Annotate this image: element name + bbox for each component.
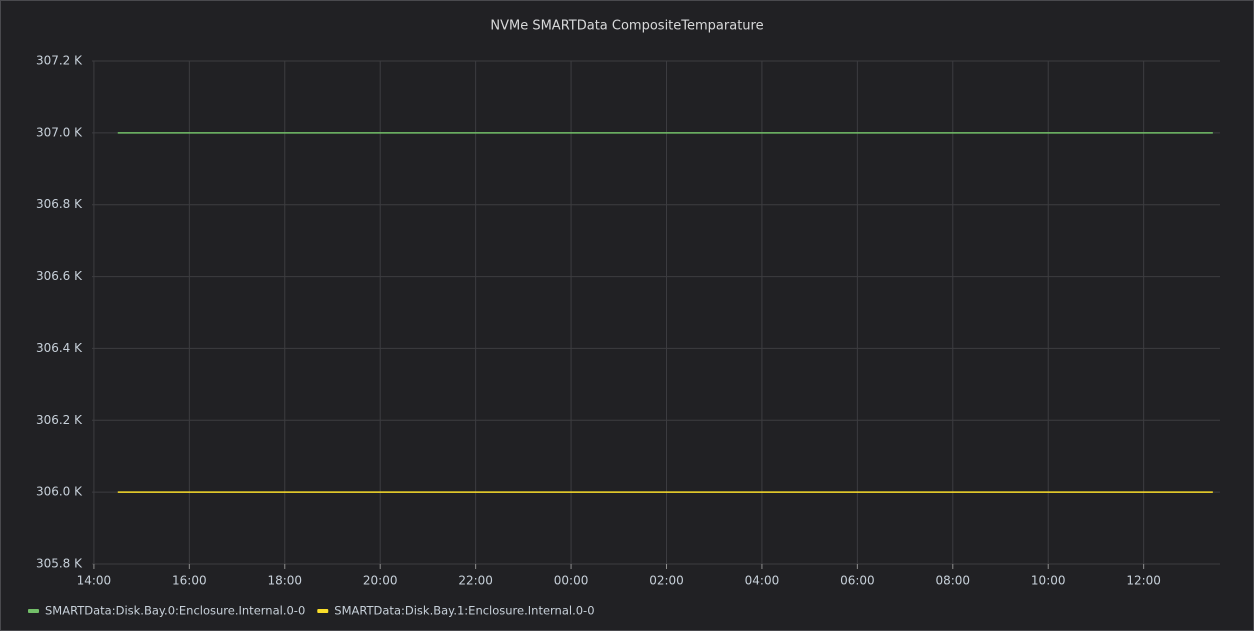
y-tick-label: 306.0 K — [36, 485, 83, 499]
x-tick-label: 10:00 — [1031, 574, 1066, 588]
y-tick-label: 307.2 K — [36, 54, 83, 68]
x-tick-label: 20:00 — [363, 574, 398, 588]
legend-swatch — [317, 609, 329, 613]
y-tick-label: 306.8 K — [36, 197, 83, 211]
x-tick-label: 06:00 — [840, 574, 875, 588]
x-tick-label: 12:00 — [1126, 574, 1161, 588]
legend-label: SMARTData:Disk.Bay.1:Enclosure.Internal.… — [334, 604, 594, 618]
legend-label: SMARTData:Disk.Bay.0:Enclosure.Internal.… — [45, 604, 305, 618]
x-tick-label: 22:00 — [458, 574, 493, 588]
x-tick-label: 04:00 — [745, 574, 780, 588]
x-tick-label: 18:00 — [267, 574, 302, 588]
legend-swatch — [28, 609, 39, 613]
y-tick-label: 307.0 K — [36, 125, 83, 139]
x-tick-label: 08:00 — [935, 574, 970, 588]
y-tick-label: 306.2 K — [36, 413, 83, 427]
y-tick-label: 305.8 K — [36, 557, 83, 571]
y-tick-label: 306.6 K — [36, 269, 83, 283]
x-tick-label: 16:00 — [172, 574, 207, 588]
y-tick-label: 306.4 K — [36, 341, 83, 355]
chart-title: NVMe SMARTData CompositeTemparature — [490, 19, 763, 34]
x-tick-label: 14:00 — [77, 574, 112, 588]
x-tick-label: 00:00 — [554, 574, 589, 588]
x-tick-label: 02:00 — [649, 574, 684, 588]
